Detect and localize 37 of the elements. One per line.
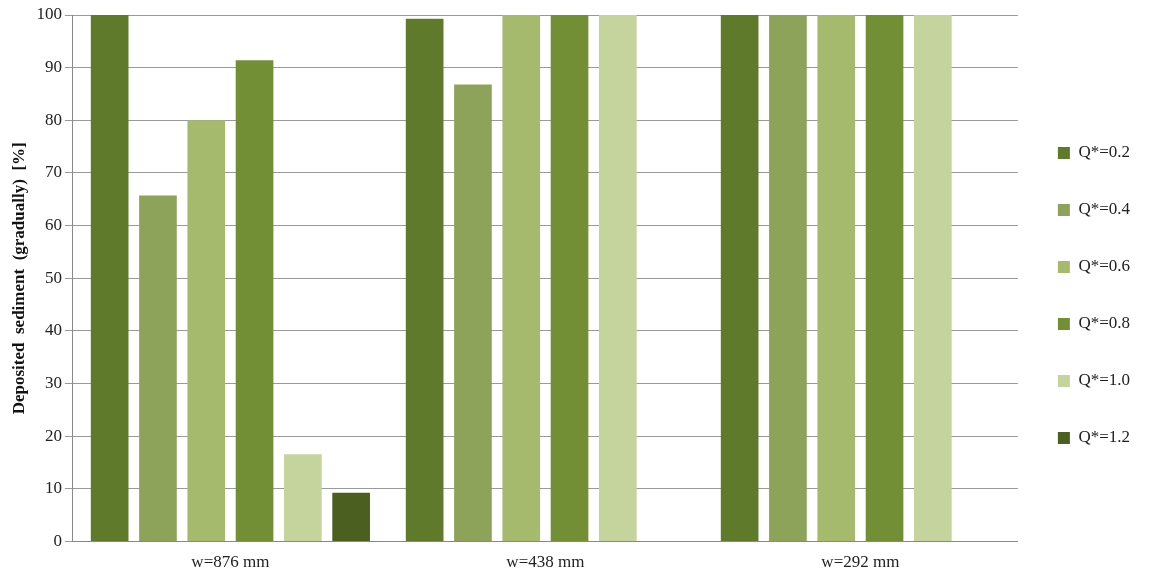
- x-tick-label: w=292 mm: [821, 552, 900, 572]
- y-tick-label: 50: [44, 267, 62, 287]
- bar: [502, 15, 541, 542]
- bar: [90, 15, 129, 542]
- bar: [235, 60, 274, 542]
- bar: [284, 454, 322, 542]
- y-tick-label: 60: [44, 215, 62, 235]
- bar: [599, 15, 637, 542]
- bar: [769, 15, 807, 542]
- bar: [914, 15, 952, 542]
- y-tick-label: 70: [44, 162, 62, 182]
- y-tick-label: 0: [53, 531, 62, 551]
- bar: [454, 84, 492, 542]
- bar: [187, 120, 226, 542]
- y-tick-label: 80: [44, 109, 62, 129]
- legend-label: Q*=0.2: [1078, 142, 1131, 162]
- bar: [405, 18, 444, 542]
- bar: [139, 195, 177, 542]
- bar: [550, 15, 589, 542]
- y-tick-label: 100: [36, 4, 62, 24]
- x-tick-label: w=438 mm: [506, 552, 585, 572]
- y-axis-title: Deposited sediment (gradually) [%]: [8, 142, 28, 415]
- legend-label: Q*=0.4: [1078, 199, 1131, 219]
- legend-label: Q*=0.8: [1078, 313, 1131, 333]
- y-tick-label: 40: [44, 320, 62, 340]
- y-tick-label: 30: [44, 373, 62, 393]
- y-tick-label: 90: [44, 57, 62, 77]
- x-tick-label: w=876 mm: [191, 552, 270, 572]
- y-tick-label: 20: [44, 425, 62, 445]
- bar: [817, 15, 856, 542]
- bar: [865, 15, 904, 542]
- legend-label: Q*=1.0: [1078, 370, 1131, 390]
- legend-label: Q*=1.2: [1078, 427, 1131, 447]
- bar: [332, 492, 370, 542]
- legend-label: Q*=0.6: [1078, 256, 1131, 276]
- y-tick-label: 10: [44, 478, 62, 498]
- bar: [720, 15, 759, 542]
